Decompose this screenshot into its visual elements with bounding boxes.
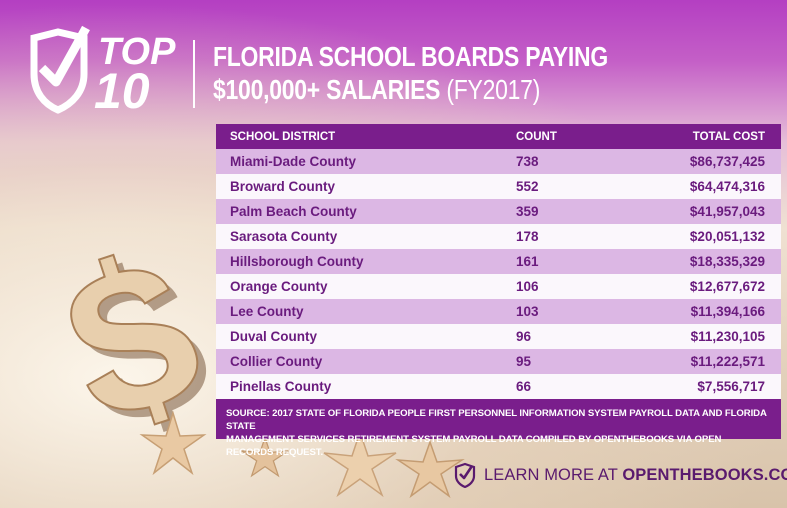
count-cell: 66 <box>516 379 532 394</box>
learn-more-prefix: LEARN MORE AT <box>484 465 623 484</box>
cost-cell: $11,222,571 <box>690 354 765 369</box>
count-cell: 161 <box>516 254 539 269</box>
title-line-1: FLORIDA SCHOOL BOARDS PAYING <box>213 41 608 72</box>
column-header-district: SCHOOL DISTRICT <box>230 130 336 143</box>
district-cell: Pinellas County <box>230 379 332 394</box>
count-cell: 96 <box>516 329 532 344</box>
badge-ten-text: 10 <box>94 63 150 116</box>
cost-cell: $41,957,043 <box>689 204 765 219</box>
title-line-2: $100,000+ SALARIES (FY2017) <box>213 73 608 106</box>
table-row: Collier County 95 $11,222,571 <box>216 349 781 374</box>
count-cell: 103 <box>516 304 539 319</box>
table-row: Palm Beach County 359 $41,957,043 <box>216 199 781 224</box>
column-header-count: COUNT <box>516 130 557 143</box>
district-cell: Broward County <box>230 179 336 194</box>
table-row: Miami-Dade County 738 $86,737,425 <box>216 149 781 174</box>
table-row: Lee County 103 $11,394,166 <box>216 299 781 324</box>
dollar-sign-image <box>70 253 206 433</box>
cost-cell: $11,394,166 <box>690 304 765 319</box>
title-line-2-bold: $100,000+ SALARIES <box>213 74 441 105</box>
district-cell: Collier County <box>230 354 323 369</box>
page-title: FLORIDA SCHOOL BOARDS PAYING $100,000+ S… <box>213 40 608 106</box>
table-body: Miami-Dade County 738 $86,737,425 Broward C… <box>216 149 781 399</box>
district-cell: Orange County <box>230 279 328 294</box>
salary-table: SCHOOL DISTRICT COUNT TOTAL COST Miami-D… <box>216 124 781 458</box>
count-cell: 178 <box>516 229 539 244</box>
table-row: Sarasota County 178 $20,051,132 <box>216 224 781 249</box>
starfish-image <box>139 410 207 476</box>
table-row: Broward County 552 $64,474,316 <box>216 174 781 199</box>
cost-cell: $64,474,316 <box>689 179 765 194</box>
checkmark-shield-icon <box>30 28 88 114</box>
count-cell: 95 <box>516 354 532 369</box>
source-line-1: SOURCE: 2017 STATE OF FLORIDA PEOPLE FIR… <box>226 408 767 432</box>
count-cell: 738 <box>516 154 539 169</box>
table-row: Orange County 106 $12,677,672 <box>216 274 781 299</box>
table-row: Pinellas County 66 $7,556,717 <box>216 374 781 399</box>
divider <box>193 40 195 108</box>
learn-more-text: LEARN MORE AT OPENTHEBOOKS.COM <box>484 466 787 485</box>
source-line-2: MANAGEMENT SERVICES RETIREMENT SYSTEM PA… <box>226 434 722 458</box>
learn-more-link[interactable]: LEARN MORE AT OPENTHEBOOKS.COM <box>454 462 787 488</box>
table-header: SCHOOL DISTRICT COUNT TOTAL COST <box>216 124 781 149</box>
cost-cell: $20,051,132 <box>689 229 765 244</box>
district-cell: Duval County <box>230 329 318 344</box>
header: TOP 10 FLORIDA SCHOOL BOARDS PAYING $100… <box>0 0 787 120</box>
checkmark-shield-icon <box>454 462 476 488</box>
table-row: Duval County 96 $11,230,105 <box>216 324 781 349</box>
count-cell: 552 <box>516 179 539 194</box>
column-header-cost: TOTAL COST <box>692 130 765 143</box>
cost-cell: $11,230,105 <box>690 329 765 344</box>
count-cell: 359 <box>516 204 539 219</box>
starfish-image <box>241 435 289 478</box>
top10-badge: TOP 10 <box>30 25 176 116</box>
learn-more-site: OPENTHEBOOKS.COM <box>622 465 787 484</box>
count-cell: 106 <box>516 279 539 294</box>
cost-cell: $86,737,425 <box>689 154 765 169</box>
starfish-image <box>395 440 465 499</box>
cost-cell: $12,677,672 <box>689 279 765 294</box>
cost-cell: $18,335,329 <box>689 254 765 269</box>
district-cell: Palm Beach County <box>230 204 357 219</box>
badge-top-text: TOP <box>98 31 176 73</box>
starfish-image <box>323 430 397 498</box>
district-cell: Miami-Dade County <box>230 154 357 169</box>
title-line-2-light: (FY2017) <box>446 74 541 105</box>
cost-cell: $7,556,717 <box>697 379 765 394</box>
district-cell: Lee County <box>230 304 304 319</box>
table-row: Hillsborough County 161 $18,335,329 <box>216 249 781 274</box>
district-cell: Hillsborough County <box>230 254 364 269</box>
district-cell: Sarasota County <box>230 229 338 244</box>
source-note: SOURCE: 2017 STATE OF FLORIDA PEOPLE FIR… <box>216 399 781 458</box>
